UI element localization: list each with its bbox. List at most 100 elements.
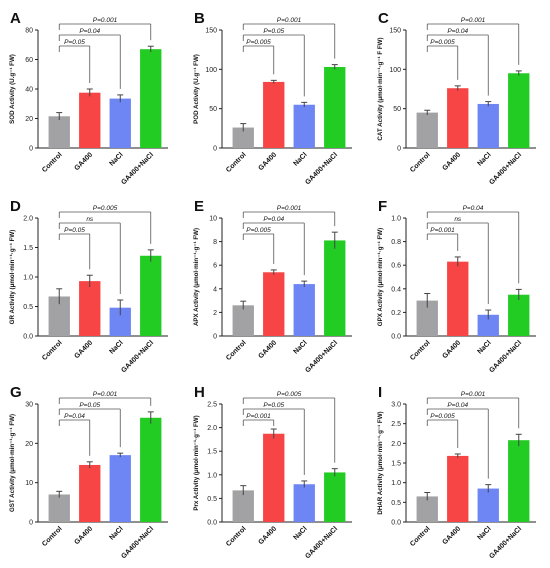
category-label: GA400	[258, 339, 279, 360]
bar-ga400-nacl	[140, 49, 162, 148]
bar-ga400-nacl	[508, 294, 530, 336]
y-axis-label: GR Activity (μmol·min⁻¹·g⁻¹ FW)	[9, 230, 16, 325]
panel-h: H 0.0 0.5 1.0 1.5 2.0 2.5 Prx Activity (μmol·mi…	[193, 384, 352, 560]
bar-control	[48, 116, 70, 148]
y-axis-label: Prx Activity (μmol·min⁻¹·g⁻¹ FW)	[193, 415, 200, 510]
panel-letter: D	[10, 198, 21, 215]
panel-e: E 0 2 4 6 8 10 APX Activity (μmol·min⁻¹·g⁻¹ FW)…	[193, 198, 352, 374]
y-axis-label: POD Activity (U.g⁻¹ FW)	[193, 54, 200, 124]
sig-label: P=0.04	[79, 28, 100, 35]
category-label: NaCl	[476, 525, 492, 541]
bar-control	[232, 490, 254, 522]
panel-letter: B	[194, 10, 205, 27]
y-tick-label: 2.5	[207, 402, 217, 409]
category-label: GA400	[258, 151, 279, 172]
y-tick-label: 2.5	[391, 421, 401, 428]
category-label: GA400+NaCl	[488, 151, 523, 186]
category-label: Control	[225, 339, 248, 362]
bar-control	[48, 494, 70, 522]
sig-label: P=0.05	[79, 402, 100, 409]
category-label: NaCl	[292, 151, 308, 167]
sig-label: P=0.001	[277, 17, 302, 24]
category-label: GA400+NaCl	[120, 151, 155, 186]
category-label: NaCl	[292, 339, 308, 355]
category-label: GA400	[442, 151, 463, 172]
sig-label: P=0.005	[430, 413, 455, 420]
y-tick-label: 50	[209, 106, 217, 113]
y-tick-label: 2.0	[207, 425, 217, 432]
sig-label: ns	[86, 216, 94, 223]
y-tick-label: 100	[389, 67, 401, 74]
y-tick-label: 1.5	[23, 245, 33, 252]
category-label: GA400	[74, 339, 95, 360]
sig-label: P=0.05	[263, 402, 284, 409]
y-tick-label: 150	[389, 28, 401, 35]
category-label: GA400	[258, 525, 279, 546]
sig-label: P=0.001	[461, 391, 486, 398]
panel-letter: E	[194, 198, 204, 215]
y-tick-label: 150	[205, 28, 217, 35]
panel-c: C 0 50 100 150 CAT Activity (μmol·min⁻¹·g⁻¹ F…	[377, 10, 536, 186]
y-tick-label: 0.0	[391, 520, 401, 527]
bar-ga400	[447, 455, 469, 522]
panel-letter: I	[378, 384, 382, 401]
category-label: NaCl	[476, 339, 492, 355]
sig-label: P=0.04	[64, 413, 85, 420]
bar-ga400	[79, 92, 101, 148]
sig-label: P=0.001	[93, 17, 118, 24]
panel-f: F 0.0 0.2 0.4 0.6 0.8 1.0 GPX Activity (μmol·mi…	[377, 198, 536, 374]
y-tick-label: 50	[393, 106, 401, 113]
y-tick-label: 1.5	[207, 449, 217, 456]
y-tick-label: 40	[25, 87, 33, 94]
bar-control	[48, 296, 70, 336]
y-tick-label: 2	[213, 310, 217, 317]
category-label: GA400+NaCl	[304, 151, 339, 186]
y-tick-label: 30	[25, 402, 33, 409]
sig-label: P=0.05	[64, 227, 85, 234]
bar-control	[416, 300, 438, 336]
category-label: GA400+NaCl	[120, 339, 155, 374]
y-tick-label: 1.0	[23, 275, 33, 282]
category-label: GA400+NaCl	[488, 525, 523, 560]
bar-ga400-nacl	[508, 440, 530, 522]
y-axis-label: GST Activity (μmol·min⁻¹·g⁻¹ FW)	[9, 414, 16, 512]
category-label: Control	[225, 151, 248, 174]
sig-label: P=0.001	[277, 205, 302, 212]
sig-label: P=0.05	[64, 39, 85, 46]
bar-nacl	[477, 314, 499, 336]
sig-label: P=0.001	[93, 391, 118, 398]
category-label: GA400+NaCl	[488, 339, 523, 374]
bar-nacl	[109, 98, 131, 148]
y-tick-label: 3.0	[391, 402, 401, 409]
category-label: NaCl	[108, 339, 124, 355]
category-label: Control	[41, 151, 64, 174]
bar-nacl	[109, 455, 131, 522]
bar-ga400	[447, 88, 469, 148]
category-label: NaCl	[292, 525, 308, 541]
y-tick-label: 8	[213, 239, 217, 246]
category-label: GA400+NaCl	[304, 525, 339, 560]
y-tick-label: 2.0	[23, 216, 33, 223]
panel-a: A 0 20 40 60 80 SOD Activity (U.g⁻¹ FW) Control…	[9, 10, 168, 186]
bar-ga400	[79, 281, 101, 336]
y-tick-label: 2.0	[391, 441, 401, 448]
panel-g: G 0 10 20 30 GST Activity (μmol·min⁻¹·g⁻¹ FW)…	[9, 384, 168, 560]
sig-label: P=0.005	[93, 205, 118, 212]
y-axis-label: SOD Activity (U.g⁻¹ FW)	[9, 54, 16, 124]
panel-b: B 0 50 100 150 POD Activity (U.g⁻¹ FW) Control…	[193, 10, 352, 186]
bar-ga400-nacl	[508, 73, 530, 148]
category-label: GA400	[442, 339, 463, 360]
bar-ga400	[263, 272, 285, 336]
category-label: Control	[225, 525, 248, 548]
category-label: Control	[41, 525, 64, 548]
y-tick-label: 1.0	[207, 472, 217, 479]
y-axis-label: DHAR Activity (μmol·min⁻¹·g⁻¹ FW)	[377, 411, 384, 514]
sig-label: P=0.001	[246, 413, 271, 420]
y-axis-label: CAT Activity (μmol·min⁻¹·g⁻¹ F FW)	[377, 37, 384, 140]
category-label: GA400+NaCl	[304, 339, 339, 374]
bar-nacl	[477, 488, 499, 522]
y-tick-label: 1.0	[391, 216, 401, 223]
category-label: Control	[409, 525, 432, 548]
category-label: NaCl	[108, 525, 124, 541]
